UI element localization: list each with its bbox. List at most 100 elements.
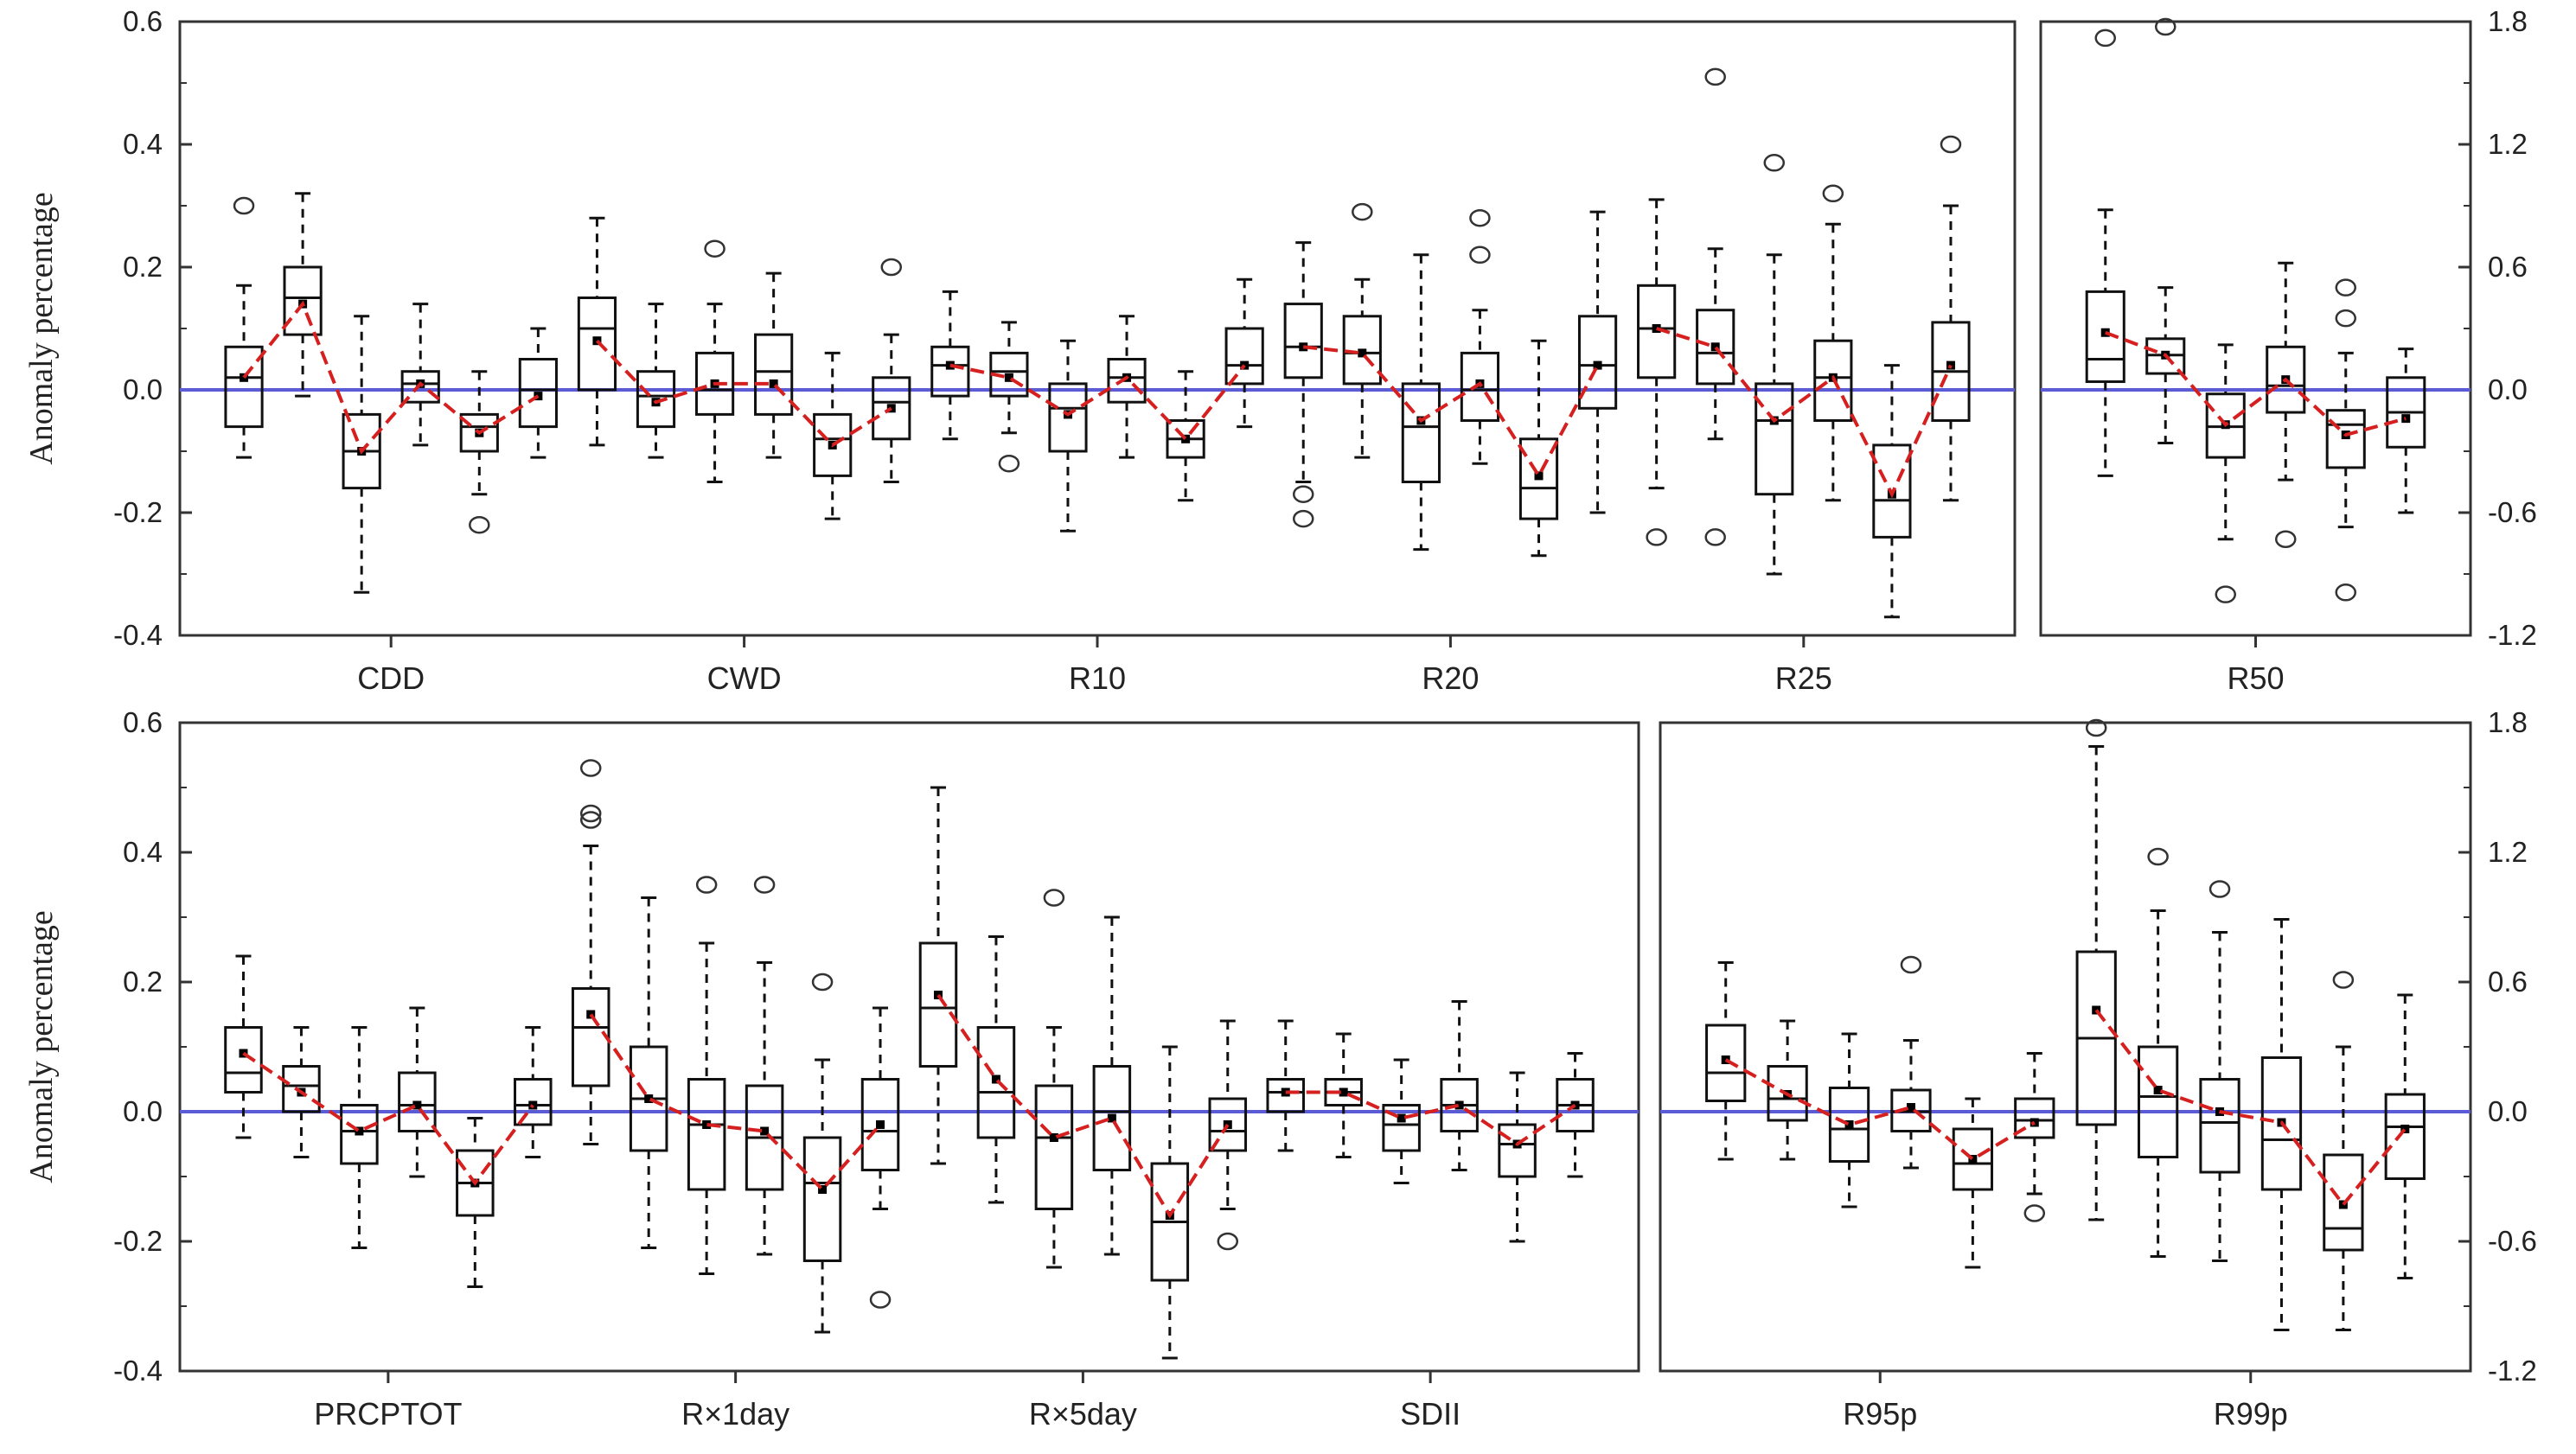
box-iqr (872, 376, 911, 441)
outlier-point (2094, 29, 2116, 48)
y-tick-label: 1.8 (2488, 706, 2528, 738)
group-R95p: R95p (1705, 955, 2055, 1432)
outlier-point (869, 1291, 892, 1309)
box-iqr (1518, 437, 1559, 520)
mean-marker (1968, 1155, 1978, 1164)
mean-marker (2400, 1125, 2410, 1133)
panel-frame (178, 20, 2017, 637)
box-iqr (2325, 409, 2366, 469)
outlier-point (1822, 184, 1844, 203)
box (2137, 847, 2179, 1258)
mean-marker (1906, 1103, 1915, 1112)
box-iqr (1813, 339, 1853, 423)
y-tick-label: 0.6 (2488, 966, 2528, 998)
mean-line (936, 993, 1230, 1219)
outlier-point (1940, 135, 1962, 154)
box-iqr (2199, 1078, 2240, 1174)
box-iqr (1696, 309, 1735, 386)
box (1150, 1045, 1190, 1360)
group-R99p: R99p (2075, 718, 2426, 1432)
y-tick-label: -0.2 (113, 1225, 163, 1257)
box (342, 315, 381, 594)
box-iqr (518, 358, 558, 429)
box-iqr (2323, 1153, 2364, 1252)
box (1266, 1019, 1305, 1152)
y-tick-label: 0.0 (123, 1095, 163, 1127)
box-iqr (1767, 1065, 1808, 1122)
box-iqr (636, 370, 676, 429)
box (2145, 17, 2186, 445)
mean-line (589, 1013, 882, 1192)
mean-marker (2338, 1200, 2348, 1209)
box-iqr (1637, 284, 1677, 379)
outlier-point (704, 239, 725, 258)
outlier-point (1217, 1232, 1239, 1251)
mean-marker (702, 1120, 712, 1129)
box (1577, 210, 1618, 514)
outlier-point (1704, 528, 1726, 546)
outlier-point (2215, 585, 2236, 603)
box (1048, 339, 1088, 532)
box (636, 303, 676, 459)
x-category-label: SDII (1400, 1396, 1461, 1432)
box-iqr (2266, 345, 2306, 414)
box (2386, 348, 2426, 514)
group-CDD: CDD (224, 192, 558, 696)
box-iqr (1034, 1084, 1074, 1210)
box-iqr (1208, 1097, 1248, 1152)
box (989, 321, 1029, 473)
outlier-point (2147, 847, 2169, 866)
box (2199, 880, 2240, 1262)
box-iqr (2085, 290, 2125, 384)
box-iqr (340, 1104, 379, 1165)
box (1637, 198, 1677, 546)
box (930, 290, 970, 441)
mean-marker (1358, 348, 1367, 358)
mean-line (242, 1051, 534, 1186)
box-iqr (1382, 1104, 1421, 1152)
mean-marker (1844, 1120, 1854, 1129)
mean-marker (1534, 471, 1544, 481)
panel-bottom-left: 0.6 0.4 0.2 0.0 -0.2 -0.4 Anomaly percentage PR… (23, 706, 1640, 1432)
box-iqr (2260, 1056, 2303, 1191)
panel-top-right: 1.8 1.2 0.6 0.0 -0.6 -1.2 R50 (2039, 5, 2537, 696)
outlier-point (233, 196, 255, 215)
box (224, 196, 264, 459)
box (2075, 718, 2117, 1221)
box-iqr (224, 345, 264, 429)
outlier-point (1292, 485, 1314, 503)
box (976, 935, 1016, 1204)
box (1813, 184, 1853, 502)
box (872, 258, 911, 483)
box-iqr (459, 412, 499, 453)
box (1324, 1032, 1363, 1158)
y-tick-label: 0.6 (123, 5, 163, 37)
box (1382, 1058, 1421, 1184)
outlier-point (2023, 1204, 2046, 1222)
box (1224, 277, 1264, 429)
box (1107, 315, 1147, 459)
box (577, 216, 617, 447)
box-iqr (577, 297, 617, 392)
group-R50: R50 (2085, 17, 2426, 696)
outlier-point (2208, 880, 2231, 898)
box-iqr (224, 1026, 263, 1094)
y-tick-label: -1.2 (2488, 619, 2537, 651)
mean-line (1303, 345, 1600, 480)
outlier-point (2335, 278, 2356, 297)
mean-marker (760, 1126, 770, 1136)
box (860, 1006, 900, 1309)
box (754, 271, 794, 459)
mean-marker (1710, 342, 1720, 352)
outlier-point (695, 876, 718, 894)
box-iqr (1828, 1087, 1870, 1163)
box-iqr (1952, 1127, 1994, 1191)
box (514, 1026, 553, 1158)
mean-line (1285, 1090, 1576, 1146)
mean-marker (991, 1075, 1000, 1084)
group-R20: R20 (1283, 202, 1618, 696)
box-iqr (754, 333, 794, 416)
box (2085, 29, 2125, 477)
box-iqr (2137, 1045, 2179, 1158)
box-iqr (930, 345, 970, 398)
